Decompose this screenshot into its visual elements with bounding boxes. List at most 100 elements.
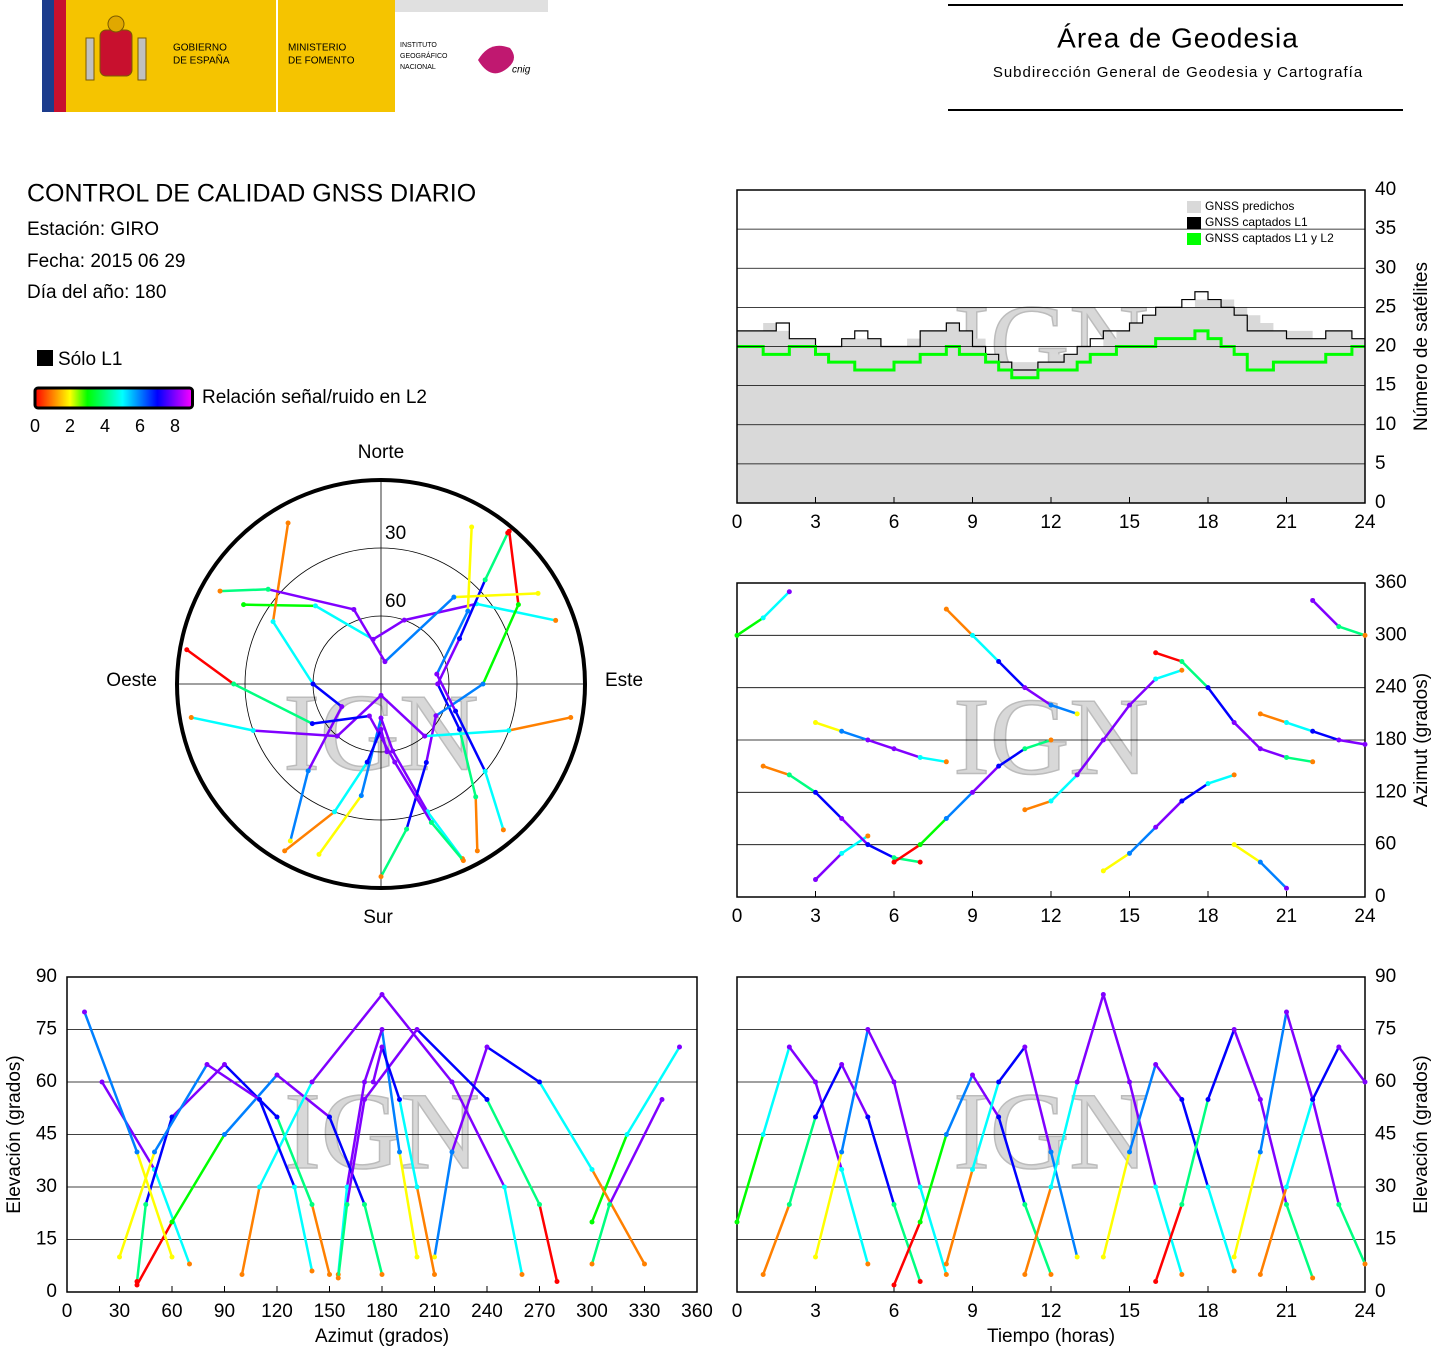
cardinal-south: Sur — [363, 907, 393, 928]
track-segment — [1311, 1099, 1341, 1205]
track-segment — [1154, 800, 1183, 829]
track-point — [473, 794, 479, 800]
track-point — [786, 772, 792, 778]
track-point — [839, 816, 845, 821]
y-tick-label: 30 — [1375, 257, 1396, 278]
track-segment — [328, 1116, 366, 1205]
track-point — [1231, 772, 1237, 778]
track-segment — [866, 1028, 896, 1083]
track-point — [1362, 1261, 1368, 1267]
track-point — [760, 1272, 766, 1277]
track-point — [449, 1149, 455, 1155]
track-point — [813, 720, 818, 726]
track-point — [257, 1097, 262, 1102]
track-point — [1231, 720, 1237, 726]
track-point — [1127, 850, 1132, 856]
track-point — [1257, 1272, 1263, 1277]
track-point — [1205, 1097, 1211, 1102]
track-segment — [345, 1099, 366, 1205]
track-point — [1231, 842, 1237, 848]
track-segment — [840, 1169, 870, 1265]
track-point — [1284, 754, 1289, 760]
track-point — [917, 842, 923, 848]
track-point — [457, 636, 463, 642]
track-point — [607, 1202, 612, 1207]
track-point — [362, 1202, 367, 1207]
track-point — [1257, 746, 1263, 752]
track-point — [397, 1149, 402, 1155]
track-point — [401, 617, 407, 623]
track-segment — [608, 1098, 664, 1206]
track-point — [309, 1268, 315, 1274]
track-segment — [1154, 1204, 1184, 1282]
track-point — [457, 726, 463, 732]
track-segment — [892, 1204, 922, 1282]
y-tick-label: 120 — [1375, 781, 1407, 802]
track-point — [484, 1097, 490, 1102]
track-point — [839, 850, 845, 856]
track-segment — [736, 616, 764, 637]
track-point — [331, 809, 337, 815]
report-title: CONTROL DE CALIDAD GNSS DIARIO — [27, 180, 476, 208]
track-point — [152, 1149, 157, 1155]
track-segment — [508, 716, 571, 732]
track-segment — [380, 694, 426, 738]
track-segment — [380, 1029, 401, 1153]
y-tick-label: 90 — [1375, 966, 1396, 987]
track-segment — [415, 1186, 436, 1275]
y-tick-label: 75 — [1375, 1019, 1396, 1040]
track-segment — [435, 682, 484, 717]
track-point — [241, 602, 247, 608]
track-segment — [1102, 704, 1131, 741]
track-point — [222, 1062, 227, 1067]
y-tick-label: 0 — [1375, 886, 1386, 907]
x-tick-label: 12 — [1040, 512, 1061, 533]
track-point — [760, 1132, 766, 1137]
predicted-area — [737, 299, 1365, 503]
track-segment — [918, 1134, 948, 1223]
track-segment — [135, 1204, 147, 1282]
institute-text: INSTITUTO — [400, 42, 437, 49]
track-segment — [1128, 826, 1157, 855]
y-tick-label: 0 — [1375, 492, 1386, 513]
track-point — [996, 1079, 1002, 1085]
track-point — [117, 1254, 122, 1260]
track-point — [943, 816, 949, 821]
track-point — [432, 1272, 437, 1277]
track-point — [1284, 720, 1289, 726]
x-tick-label: 18 — [1197, 906, 1218, 927]
track-segment — [312, 683, 343, 708]
track-segment — [1286, 721, 1314, 733]
track-segment — [384, 596, 455, 663]
legend-l1-swatch — [37, 350, 53, 366]
track-segment — [919, 817, 948, 846]
track-segment — [366, 728, 383, 763]
track-point — [1231, 1268, 1237, 1274]
track-segment — [1023, 1204, 1053, 1275]
track-point — [390, 748, 396, 754]
track-segment — [206, 1063, 261, 1101]
track-point — [309, 721, 315, 727]
legend-label: GNSS captados L1 — [1205, 215, 1308, 229]
track-segment — [1102, 852, 1131, 872]
track-point — [364, 759, 370, 765]
track-segment — [1206, 1029, 1236, 1100]
track-segment — [1285, 1099, 1314, 1188]
track-point — [865, 1261, 871, 1267]
track-segment — [997, 1116, 1027, 1205]
track-segment — [481, 604, 520, 685]
y-tick-label: 15 — [36, 1229, 57, 1250]
count-line — [737, 291, 1365, 371]
legend-swatch — [1187, 233, 1201, 245]
x-tick-label: 0 — [732, 906, 743, 927]
track-segment — [762, 590, 791, 619]
x-tick-label: 90 — [214, 1301, 235, 1322]
x-tick-label: 21 — [1276, 906, 1297, 927]
track-point — [378, 715, 384, 721]
track-segment — [867, 843, 895, 859]
plot-frame — [66, 976, 698, 1293]
track-point — [1022, 1202, 1028, 1207]
watermark: IGN — [284, 1070, 480, 1192]
track-segment — [484, 532, 509, 581]
track-point — [917, 1184, 923, 1190]
